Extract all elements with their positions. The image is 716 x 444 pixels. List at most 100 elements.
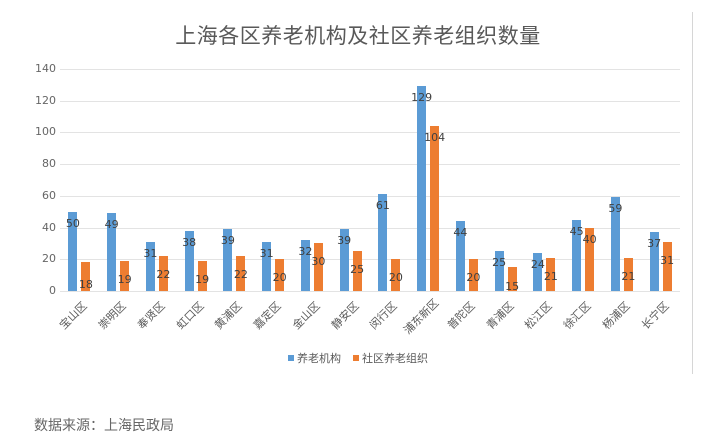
- data-label: 40: [582, 232, 597, 246]
- data-label: 22: [156, 268, 171, 282]
- bar-community: [313, 243, 323, 291]
- legend-item: 养老机构: [288, 350, 341, 366]
- x-axis-category-label: 宝山区: [57, 299, 90, 332]
- legend-swatch-icon: [288, 355, 294, 361]
- x-axis-category-label: 青浦区: [483, 299, 517, 332]
- y-axis-tick-label: 120: [35, 93, 56, 107]
- data-label: 20: [272, 271, 287, 285]
- y-axis-tick-label: 60: [42, 188, 56, 202]
- bar-institutions: [572, 219, 582, 291]
- bar-community: [197, 260, 207, 291]
- bar-community: [81, 262, 91, 291]
- x-axis-category-label: 虹口区: [173, 299, 207, 332]
- gridline: [60, 164, 680, 166]
- y-axis-tick-label: 80: [42, 157, 56, 171]
- bar-institutions: [610, 197, 620, 291]
- legend-swatch-icon: [353, 355, 359, 361]
- data-label: 25: [492, 256, 507, 270]
- gridline: [60, 227, 680, 229]
- data-label: 38: [182, 235, 197, 249]
- x-axis-category-label: 崇明区: [96, 299, 129, 332]
- bar-community: [468, 259, 478, 291]
- bar-institutions: [262, 241, 272, 291]
- data-label: 31: [660, 253, 675, 267]
- bar-institutions: [68, 211, 78, 291]
- data-label: 31: [143, 246, 158, 260]
- x-axis-category-label: 奉贤区: [134, 299, 168, 332]
- data-label: 19: [117, 272, 132, 286]
- data-label: 31: [259, 246, 274, 260]
- bar-institutions: [533, 252, 543, 291]
- data-label: 30: [311, 255, 326, 269]
- data-label: 39: [220, 234, 235, 248]
- y-axis-tick-label: 40: [42, 220, 56, 234]
- bar-community: [158, 256, 168, 291]
- gridline: [60, 259, 680, 261]
- bar-institutions: [107, 213, 117, 291]
- data-label: 21: [543, 269, 558, 283]
- data-label: 15: [505, 280, 520, 294]
- bar-community: [546, 257, 556, 291]
- legend-label: 养老机构: [297, 352, 341, 365]
- data-label: 32: [298, 245, 313, 259]
- data-label: 49: [104, 218, 119, 232]
- x-axis-category-label: 普陀区: [444, 299, 478, 332]
- bar-institutions: [300, 240, 310, 291]
- data-label: 25: [350, 263, 365, 277]
- legend-item: 社区养老组织: [353, 350, 428, 366]
- chart-frame-border: [692, 12, 693, 374]
- bar-institutions: [145, 241, 155, 291]
- gridline: [60, 132, 680, 134]
- data-label: 129: [411, 91, 433, 105]
- bar-community: [623, 257, 633, 291]
- y-axis-tick-label: 100: [35, 125, 56, 139]
- data-label: 61: [375, 199, 390, 213]
- bar-community: [236, 256, 246, 291]
- y-axis-tick-label: 0: [49, 284, 56, 297]
- bar-institutions: [417, 86, 427, 291]
- bar-community: [391, 259, 401, 291]
- bar-community: [120, 260, 130, 291]
- gridline: [60, 195, 680, 197]
- data-label: 44: [453, 226, 468, 240]
- data-label: 59: [608, 202, 623, 216]
- x-axis-category-label: 浦东新区: [401, 296, 442, 337]
- x-axis-category-label: 闵行区: [367, 299, 400, 332]
- data-label: 21: [621, 269, 636, 283]
- bar-institutions: [455, 221, 465, 291]
- x-axis-category-label: 杨浦区: [599, 299, 633, 332]
- x-axis-category-label: 嘉定区: [251, 299, 284, 332]
- data-label: 45: [569, 224, 584, 238]
- bar-community: [430, 126, 440, 291]
- data-label: 22: [233, 268, 248, 282]
- data-label: 37: [647, 237, 662, 251]
- x-axis-category-label: 金山区: [289, 299, 323, 332]
- bar-community: [585, 227, 595, 291]
- bar-community: [662, 241, 672, 291]
- data-label: 18: [78, 277, 93, 291]
- bar-community: [275, 259, 285, 291]
- data-label: 50: [65, 216, 80, 230]
- gridline: [60, 100, 680, 102]
- x-axis-category-label: 黄浦区: [212, 299, 245, 332]
- x-axis-category-label: 静安区: [328, 299, 362, 332]
- data-label: 20: [388, 271, 403, 285]
- bar-community: [507, 267, 517, 291]
- bar-community: [352, 251, 362, 291]
- legend-label: 社区养老组织: [362, 352, 428, 365]
- data-label: 24: [530, 257, 545, 271]
- chart-title: 上海各区养老机构及社区养老组织数量: [175, 24, 541, 48]
- x-axis-category-label: 长宁区: [638, 299, 672, 332]
- bar-institutions: [378, 194, 388, 291]
- data-label: 39: [337, 234, 352, 248]
- data-label: 104: [424, 131, 446, 145]
- bar-institutions: [494, 251, 504, 291]
- y-axis-tick-label: 20: [42, 252, 56, 266]
- chart-legend: 养老机构 社区养老组织: [0, 350, 716, 366]
- data-label: 20: [466, 271, 481, 285]
- bar-institutions: [223, 229, 233, 291]
- y-axis-tick-label: 140: [35, 62, 56, 75]
- data-label: 19: [195, 272, 210, 286]
- x-axis-category-label: 徐汇区: [561, 299, 594, 332]
